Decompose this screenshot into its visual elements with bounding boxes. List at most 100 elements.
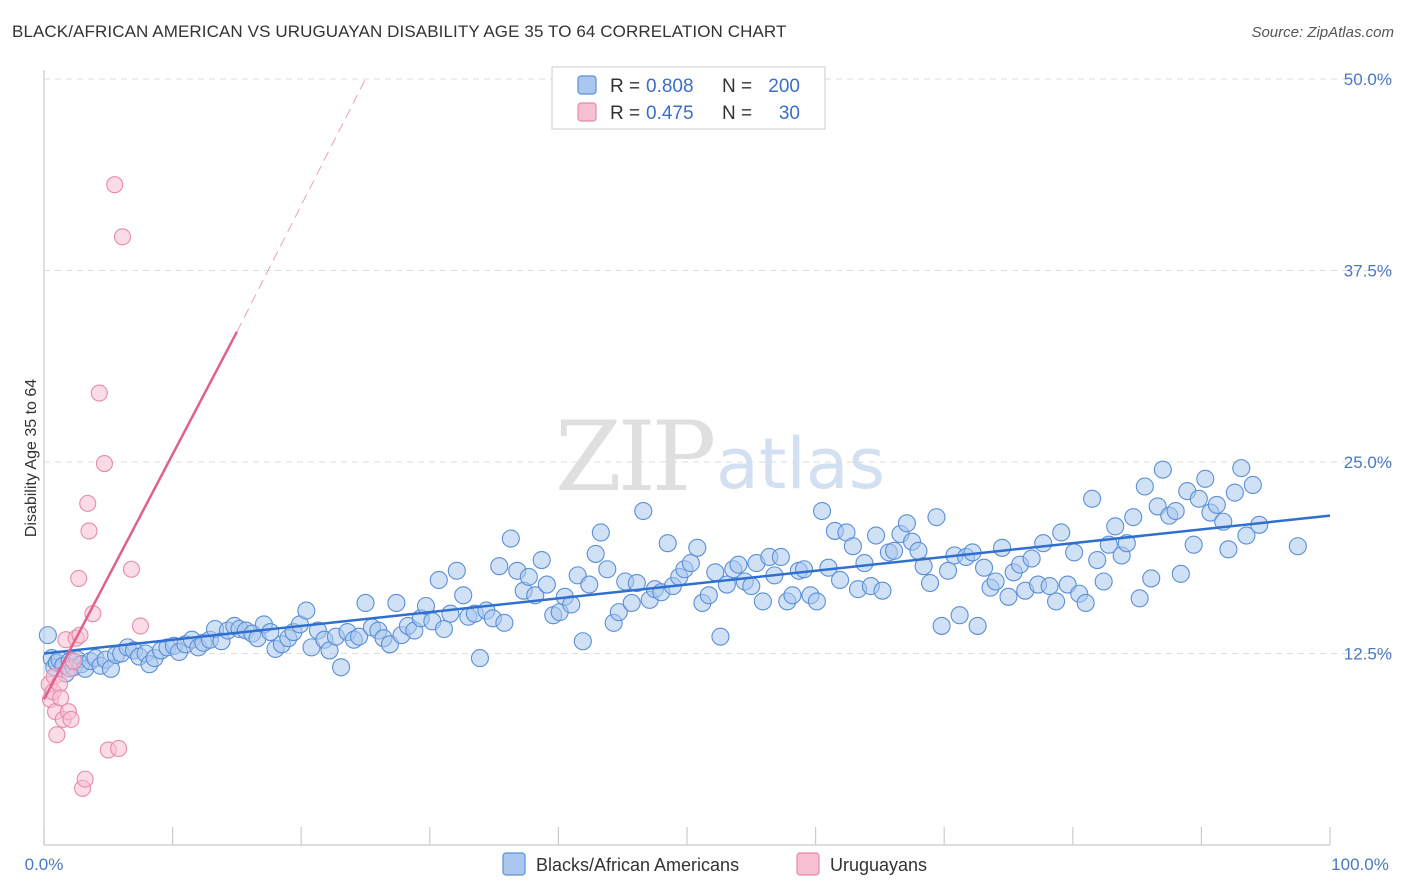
point-blacks — [1153, 460, 1172, 479]
series-blacks-points — [38, 459, 1307, 683]
legend-r-label-2: R = — [610, 103, 640, 124]
point-uruguayans — [90, 384, 108, 402]
point-blacks — [830, 570, 850, 590]
point-uruguayans — [95, 454, 113, 473]
legend-swatch-blue — [577, 75, 597, 95]
point-blacks — [38, 626, 57, 645]
trend-extension-uruguayans — [236, 78, 366, 333]
point-uruguayans — [48, 726, 66, 744]
point-blacks — [1171, 564, 1190, 583]
point-blacks — [416, 596, 435, 616]
watermark-zip: ZIP — [555, 401, 714, 513]
point-blacks — [975, 558, 994, 577]
legend-swatch-pink — [577, 102, 597, 122]
point-blacks — [537, 575, 556, 594]
bottom-legend-swatch-pink — [796, 852, 820, 876]
point-blacks — [909, 541, 928, 560]
point-blacks — [1196, 469, 1215, 488]
point-blacks — [470, 649, 490, 668]
point-blacks — [1047, 592, 1066, 611]
point-blacks — [866, 526, 886, 545]
point-blacks — [332, 658, 351, 677]
point-blacks — [1076, 593, 1095, 612]
point-blacks — [993, 538, 1012, 557]
point-blacks — [873, 581, 892, 600]
point-blacks — [950, 606, 969, 625]
point-blacks — [1232, 459, 1251, 478]
point-blacks — [1184, 535, 1203, 554]
legend-r-label-1: R = — [610, 76, 640, 97]
point-blacks — [999, 587, 1018, 606]
point-blacks — [1237, 526, 1256, 545]
point-blacks — [532, 550, 551, 570]
point-blacks — [454, 586, 473, 605]
point-blacks — [356, 593, 375, 612]
point-blacks — [771, 547, 790, 567]
x-tick-label-max: 100.0% — [1331, 855, 1389, 874]
point-blacks — [387, 593, 406, 612]
point-blacks — [634, 501, 653, 521]
point-blacks — [501, 529, 520, 548]
point-blacks — [627, 573, 646, 593]
y-tick-label: 12.5% — [1344, 645, 1392, 664]
y-axis-label: Disability Age 35 to 64 — [23, 379, 40, 537]
trend-line-uruguayans — [42, 331, 239, 701]
point-blacks — [681, 554, 700, 573]
point-blacks — [1130, 589, 1149, 608]
point-blacks — [1288, 537, 1307, 556]
watermark-atlas: atlas — [716, 423, 885, 505]
point-blacks — [794, 560, 814, 579]
point-blacks — [783, 586, 802, 605]
point-blacks — [921, 573, 940, 593]
watermark: ZIP atlas — [555, 401, 885, 513]
y-axis-tick-labels: 12.5% 25.0% 37.5% 50.0% — [1344, 70, 1392, 664]
stats-legend: R = 0.808 N = 200 R = 0.475 N = 30 — [551, 66, 826, 130]
point-blacks — [441, 604, 460, 623]
point-blacks — [753, 592, 772, 611]
bottom-legend-label-blacks: Blacks/African Americans — [536, 855, 739, 875]
point-blacks — [711, 627, 730, 646]
point-uruguayans — [106, 176, 124, 194]
point-uruguayans — [65, 652, 83, 670]
point-blacks — [447, 561, 466, 580]
point-uruguayans — [62, 710, 80, 728]
point-blacks — [843, 537, 862, 556]
point-blacks — [914, 557, 933, 576]
point-uruguayans — [122, 560, 140, 578]
legend-box — [551, 66, 826, 130]
point-blacks — [598, 560, 617, 579]
series-uruguayans-points — [40, 176, 149, 797]
point-uruguayans — [113, 228, 131, 246]
point-blacks — [586, 544, 605, 563]
point-blacks — [1166, 501, 1185, 521]
point-blacks — [1142, 569, 1161, 588]
bottom-legend-swatch-blue — [502, 852, 526, 876]
point-blacks — [429, 570, 448, 590]
point-blacks — [742, 577, 761, 596]
y-tick-label: 37.5% — [1344, 262, 1392, 281]
point-blacks — [939, 561, 958, 580]
legend-r-value-2: 0.475 — [646, 103, 694, 124]
point-uruguayans — [80, 522, 98, 540]
point-blacks — [1034, 534, 1053, 553]
point-blacks — [884, 541, 904, 560]
point-blacks — [1189, 489, 1208, 508]
point-uruguayans — [110, 739, 128, 758]
point-blacks — [573, 632, 592, 651]
point-uruguayans — [70, 569, 88, 587]
point-blacks — [986, 572, 1005, 591]
chart-source: Source: ZipAtlas.com — [1251, 24, 1394, 41]
point-blacks — [699, 586, 718, 605]
series-legend: Blacks/African Americans Uruguayans — [502, 852, 927, 876]
point-blacks — [1022, 549, 1041, 568]
point-blacks — [807, 592, 826, 611]
y-tick-label: 50.0% — [1344, 70, 1392, 89]
point-blacks — [968, 616, 987, 635]
point-blacks — [729, 555, 748, 574]
point-blacks — [434, 619, 453, 639]
legend-n-value-2: 30 — [779, 103, 800, 124]
point-blacks — [622, 593, 641, 612]
point-blacks — [658, 534, 677, 553]
x-tick-label-min: 0.0% — [25, 855, 64, 874]
